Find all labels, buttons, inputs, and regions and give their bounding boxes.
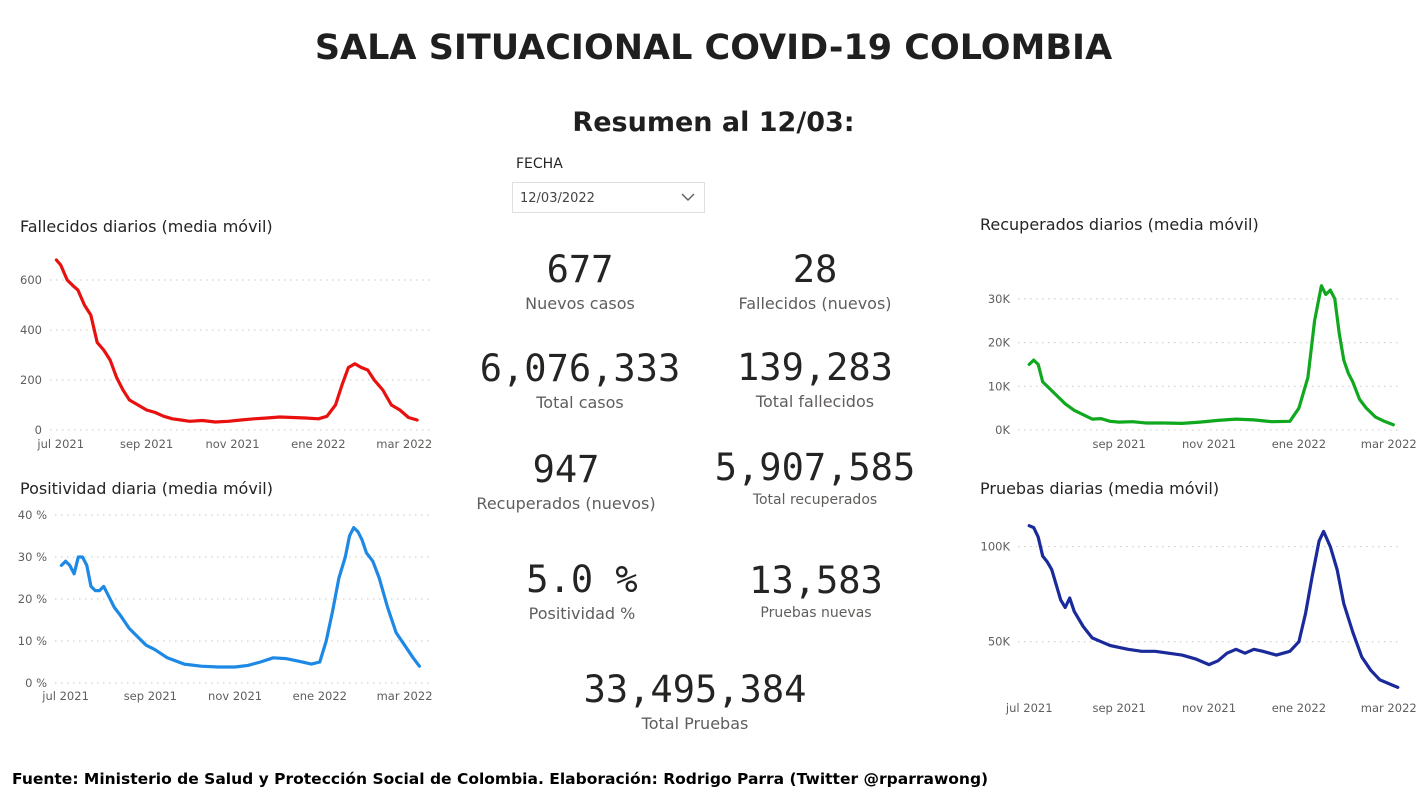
x-tick-label: ene 2022 [1272,437,1326,451]
page-subtitle: Resumen al 12/03: [572,107,855,138]
kpi-value: 33,495,384 [583,668,807,711]
kpi-value: 5.0 % [526,558,638,601]
y-tick-label: 10 % [18,634,47,648]
kpi-total-casos: 6,076,333 Total casos [470,347,690,413]
kpi-pruebas-nuevas: 13,583 Pruebas nuevas [706,559,926,622]
kpi-label: Fallecidos (nuevos) [738,294,892,313]
chart-title-pruebas: Pruebas diarias (media móvil) [980,479,1220,498]
y-tick-label: 200 [20,373,42,387]
page-title: SALA SITUACIONAL COVID-19 COLOMBIA [314,28,1113,68]
x-tick-label: sep 2021 [1092,701,1145,715]
y-tick-label: 30 % [18,550,47,564]
kpi-label: Total casos [536,393,624,412]
x-tick-label: sep 2021 [120,437,173,451]
y-tick-label: 30K [988,292,1011,306]
x-tick-label: ene 2022 [293,689,347,703]
date-filter-label: FECHA [516,156,563,172]
series-line [54,258,419,424]
y-tick-label: 0 % [25,676,47,690]
y-tick-label: 600 [20,273,42,287]
kpi-total-pruebas: 33,495,384 Total Pruebas [545,668,845,734]
kpi-value: 13,583 [749,559,883,602]
kpi-recuperados-nuevos: 947 Recuperados (nuevos) [456,448,676,514]
kpi-value: 5,907,585 [714,446,916,489]
chart-title-recuperados: Recuperados diarios (media móvil) [980,215,1259,234]
y-tick-label: 20K [988,336,1011,350]
kpi-total-recuperados: 5,907,585 Total recuperados [705,446,925,509]
x-tick-label: sep 2021 [124,689,177,703]
chart-title-fallecidos: Fallecidos diarios (media móvil) [20,217,273,236]
x-tick-label: mar 2022 [377,689,433,703]
kpi-value: 6,076,333 [479,347,681,390]
series-line [1027,524,1400,689]
date-filter-value: 12/03/2022 [520,191,595,206]
y-tick-label: 10K [988,379,1011,393]
x-tick-label: jul 2021 [36,437,84,451]
x-tick-label: ene 2022 [291,437,345,451]
y-tick-label: 20 % [18,592,47,606]
x-tick-label: mar 2022 [1361,701,1417,715]
x-tick-label: nov 2021 [208,689,262,703]
kpi-positividad: 5.0 % Positividad % [472,558,692,624]
x-tick-label: jul 2021 [41,689,89,703]
kpi-label: Recuperados (nuevos) [476,494,656,513]
y-tick-label: 400 [20,323,42,337]
date-filter-dropdown[interactable]: 12/03/2022 [512,182,705,213]
kpi-value: 947 [532,448,600,491]
kpi-label: Nuevos casos [525,294,635,313]
kpi-total-fallecidos: 139,283 Total fallecidos [705,346,925,412]
x-tick-label: ene 2022 [1272,701,1326,715]
pruebas-chart: 50K 100K jul 2021 sep 2021 nov 2021 ene 2022 m… [981,524,1417,715]
x-tick-label: mar 2022 [1361,437,1417,451]
x-tick-label: sep 2021 [1092,437,1145,451]
y-tick-label: 50K [988,635,1011,649]
y-tick-label: 0K [995,423,1010,437]
y-tick-label: 100K [981,540,1011,554]
kpi-fallecidos-nuevos: 28 Fallecidos (nuevos) [705,248,925,314]
x-tick-label: mar 2022 [376,437,432,451]
y-tick-label: 40 % [18,508,47,522]
kpi-value: 139,283 [737,346,893,389]
kpi-value: 28 [792,248,838,291]
x-tick-label: nov 2021 [205,437,259,451]
kpi-value: 677 [546,248,614,291]
fallecidos-chart: 0 200 400 600 jul 2021 sep 2021 nov 2021 ene 20… [20,258,432,451]
y-tick-label: 0 [35,423,42,437]
series-line [59,526,421,669]
chart-title-positividad: Positividad diaria (media móvil) [20,479,273,498]
footer-source: Fuente: Ministerio de Salud y Protección… [12,770,989,788]
kpi-label: Total Pruebas [641,714,749,733]
kpi-nuevos-casos: 677 Nuevos casos [470,248,690,314]
kpi-label: Positividad % [528,604,636,623]
chevron-down-icon [681,193,695,201]
recuperados-chart: 0K 10K 20K 30K sep 2021 nov 2021 ene 2022 mar 2… [988,284,1417,451]
x-tick-label: nov 2021 [1182,701,1236,715]
kpi-label: Total recuperados [752,492,878,508]
positividad-chart: 0 % 10 % 20 % 30 % 40 % jul 2021 sep 2021 nov 2… [18,508,433,703]
x-tick-label: nov 2021 [1182,437,1236,451]
series-line [1027,284,1395,427]
x-tick-label: jul 2021 [1005,701,1053,715]
kpi-label: Pruebas nuevas [760,605,872,621]
kpi-label: Total fallecidos [755,392,875,411]
